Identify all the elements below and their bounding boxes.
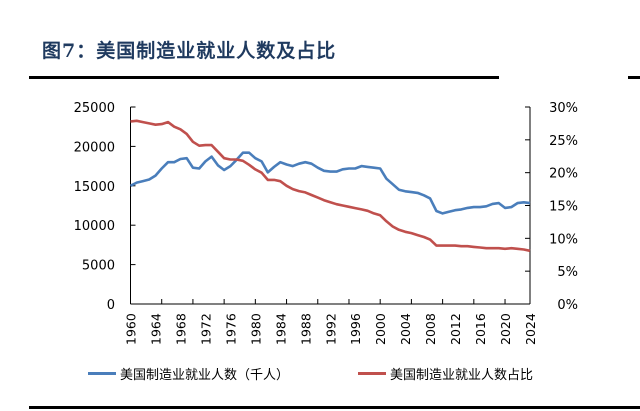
right-tick-label: 0%	[557, 298, 578, 313]
left-tick-label: 20000	[74, 140, 115, 155]
x-tick-label: 1972	[198, 313, 213, 345]
x-tick-label: 1960	[124, 313, 139, 345]
left-tick-label: 10000	[74, 219, 115, 234]
bottom-rule	[29, 406, 640, 409]
x-tick-label: 2000	[373, 313, 388, 345]
legend-swatch-blue	[88, 372, 116, 375]
legend-label: 美国制造业就业人数（千人）	[120, 368, 290, 383]
figure-title: 图7：美国制造业就业人数及占比	[42, 40, 337, 62]
share-line	[130, 119, 531, 253]
right-tick-label: 20%	[549, 167, 578, 182]
x-tick-label: 2004	[398, 313, 413, 345]
x-tick-label: 1988	[298, 313, 313, 345]
x-tick-label: 2024	[523, 313, 538, 345]
left-tick-label: 25000	[74, 101, 115, 116]
x-tick-label: 1996	[348, 313, 363, 345]
right-tick-label: 5%	[557, 265, 578, 280]
employment-line	[129, 151, 531, 215]
left-tick-label: 15000	[74, 180, 115, 195]
x-tick-label: 2008	[423, 313, 438, 345]
legend-item-share: 美国制造业就业人数占比	[358, 364, 533, 383]
x-tick-label: 1984	[273, 313, 288, 345]
legend-item-employment: 美国制造业就业人数（千人）	[88, 364, 289, 383]
x-tick-label: 2012	[448, 313, 463, 345]
x-tick-label: 1976	[223, 313, 238, 345]
right-tick-label: 15%	[549, 200, 578, 215]
x-tick-label: 2020	[498, 313, 513, 345]
right-tick-label: 10%	[549, 232, 578, 247]
x-tick-label: 1964	[148, 313, 163, 345]
left-tick-label: 5000	[82, 259, 115, 274]
left-tick-label: 0	[107, 298, 115, 313]
x-tick-label: 2016	[473, 313, 488, 345]
legend-swatch-red	[358, 372, 386, 375]
right-tick-label: 30%	[549, 101, 578, 116]
x-tick-label: 1968	[173, 313, 188, 345]
x-tick-label: 1992	[323, 313, 338, 345]
title-rule	[29, 76, 499, 79]
right-tick-label: 25%	[549, 134, 578, 149]
x-tick-label: 1980	[248, 313, 263, 345]
title-rule-end	[628, 76, 640, 79]
legend-label: 美国制造业就业人数占比	[390, 368, 534, 383]
